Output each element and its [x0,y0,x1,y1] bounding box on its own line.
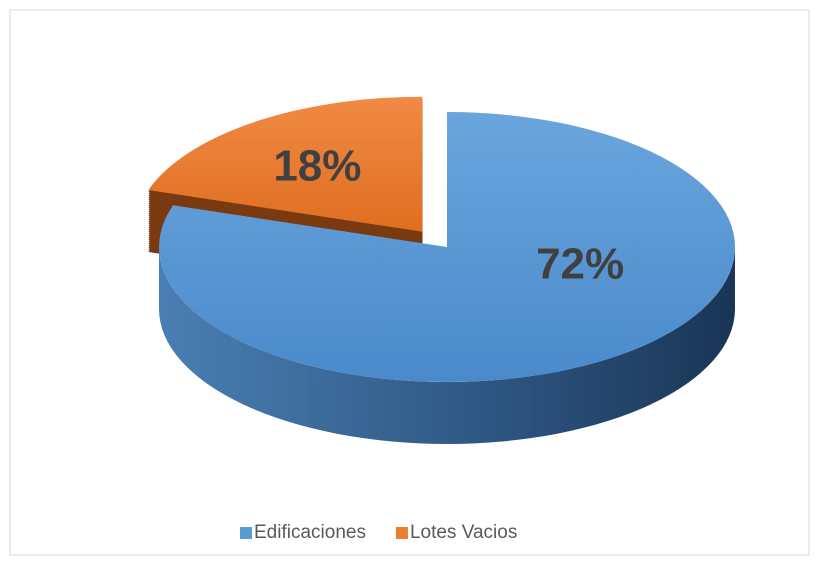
legend-swatch [240,527,252,539]
legend-label: Edificaciones [254,522,366,543]
data-label: 18% [273,142,361,191]
pie: 72% 18% [148,96,736,444]
slice [158,112,736,382]
slice-side [159,247,735,444]
legend-label: Lotes Vacios [410,522,517,543]
legend: Edificaciones Lotes Vacios [240,522,517,543]
data-label: 72% [536,240,624,289]
legend-swatch [395,527,408,539]
slice [148,96,423,232]
